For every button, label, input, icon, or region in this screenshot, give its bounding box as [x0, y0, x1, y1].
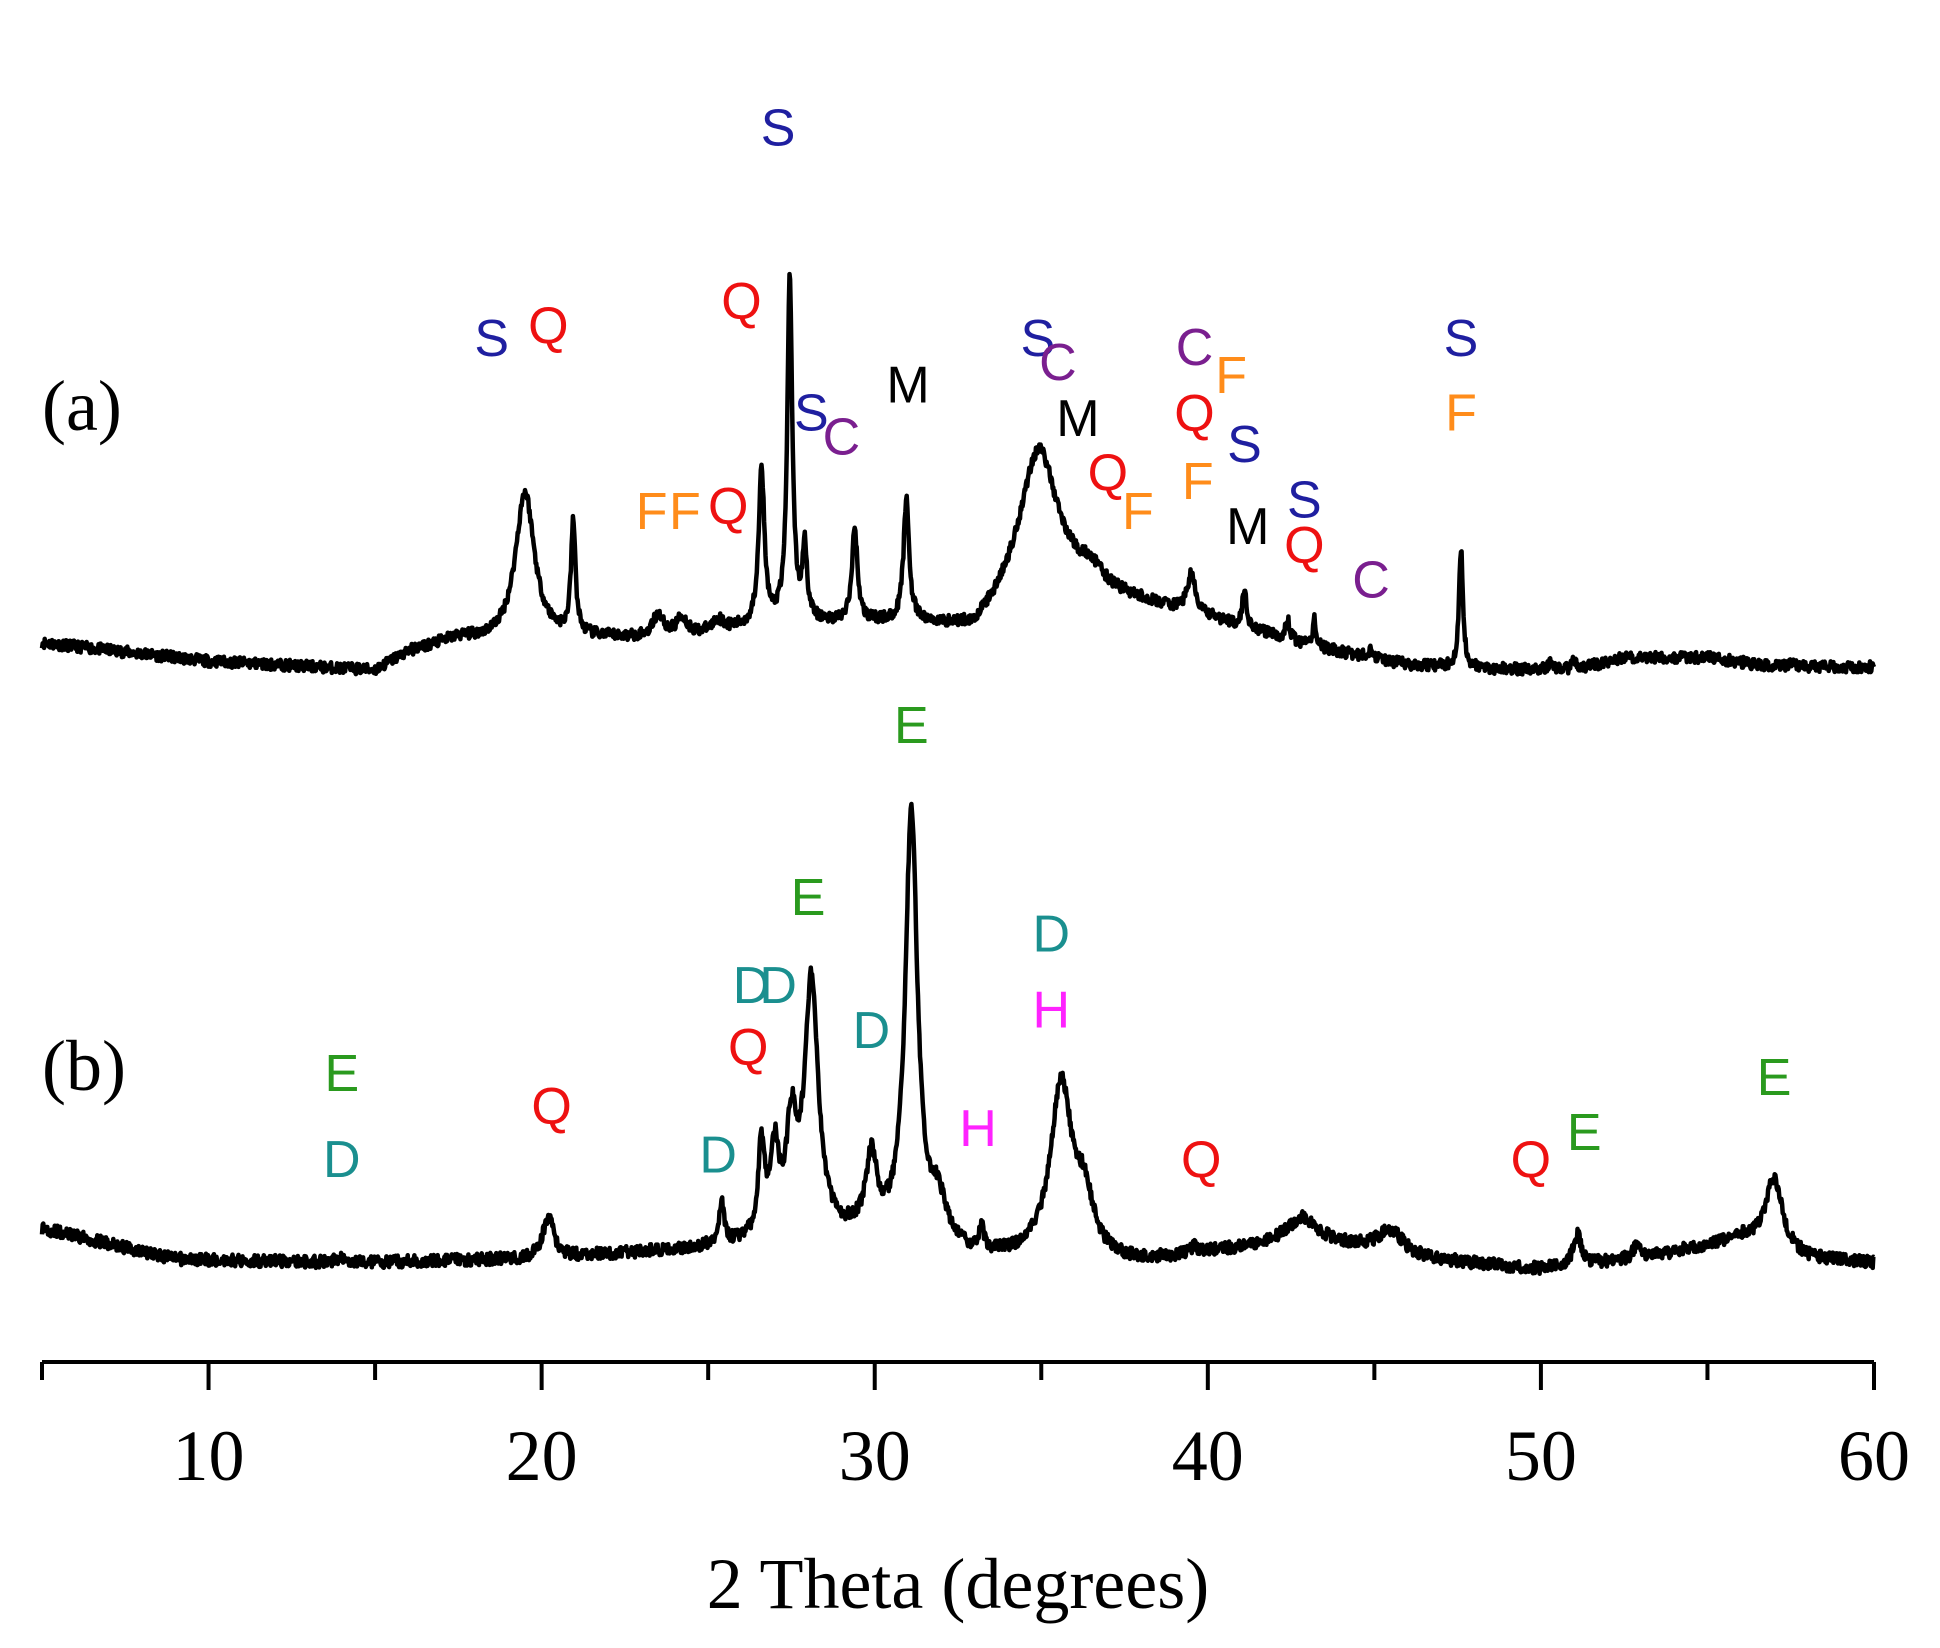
- phase-label-e: E: [1567, 1104, 1602, 1162]
- series-line-b: [39, 801, 1876, 1276]
- phase-label-d: D: [853, 1002, 891, 1060]
- phase-label-s: S: [1021, 310, 1056, 368]
- x-tick-label: 40: [1172, 1416, 1244, 1496]
- x-tick-label: 50: [1505, 1416, 1577, 1496]
- phase-label-c: C: [823, 409, 861, 467]
- phase-label-q: Q: [528, 297, 568, 355]
- panel-label-a: (a): [42, 366, 122, 446]
- phase-label-s: S: [794, 384, 829, 442]
- phase-label-q: Q: [1088, 444, 1128, 502]
- phase-label-q: Q: [1181, 1131, 1221, 1189]
- phase-label-q: Q: [531, 1078, 571, 1136]
- phase-label-d: D: [323, 1131, 361, 1189]
- phase-label-q: Q: [1284, 516, 1324, 574]
- phase-label-q: Q: [1174, 384, 1214, 442]
- phase-label-c: C: [1352, 552, 1390, 610]
- phase-label-e: E: [894, 697, 929, 755]
- phase-label-s: S: [761, 100, 796, 158]
- phase-label-m: M: [886, 356, 929, 414]
- x-axis-label: 2 Theta (degrees): [707, 1544, 1209, 1624]
- phase-label-f: F: [636, 483, 668, 541]
- phase-label-e: E: [791, 869, 826, 927]
- phase-label-s: S: [1287, 472, 1322, 530]
- phase-label-f: F: [1445, 384, 1477, 442]
- phase-label-m: M: [1226, 498, 1269, 556]
- phase-label-m: M: [1056, 390, 1099, 448]
- phase-label-d: D: [699, 1127, 737, 1185]
- x-tick-label: 20: [506, 1416, 578, 1496]
- phase-label-h: H: [959, 1100, 997, 1158]
- phase-label-s: S: [1444, 310, 1479, 368]
- x-axis: 10 20 30 40 50 60 2 Theta (degrees): [40, 1360, 1910, 1624]
- phase-label-f: F: [1182, 453, 1214, 511]
- phase-label-q: Q: [728, 1018, 768, 1076]
- x-axis-ticks: 10 20 30 40 50 60: [40, 1362, 1910, 1496]
- series-line-a: [39, 271, 1877, 677]
- phase-label-f: F: [1215, 347, 1247, 405]
- phase-label-d: D: [733, 957, 771, 1015]
- phase-label-f: F: [669, 483, 701, 541]
- phase-label-h: H: [1033, 981, 1071, 1039]
- phase-label-c: C: [1039, 334, 1077, 392]
- phase-label-q: Q: [1511, 1131, 1551, 1189]
- phase-label-e: E: [324, 1045, 359, 1103]
- phase-label-e: E: [1757, 1049, 1792, 1107]
- phase-label-d: D: [759, 957, 797, 1015]
- phase-label-f: F: [1122, 483, 1154, 541]
- phase-label-q: Q: [721, 273, 761, 331]
- x-tick-label: 30: [839, 1416, 911, 1496]
- phase-label-c: C: [1176, 319, 1214, 377]
- x-tick-label: 60: [1838, 1416, 1910, 1496]
- phase-label-s: S: [474, 310, 509, 368]
- phase-label-d: D: [1033, 906, 1071, 964]
- phase-label-q: Q: [708, 477, 748, 535]
- panel-label-b: (b): [42, 1026, 126, 1106]
- phase-label-s: S: [1227, 416, 1262, 474]
- x-tick-label: 10: [173, 1416, 245, 1496]
